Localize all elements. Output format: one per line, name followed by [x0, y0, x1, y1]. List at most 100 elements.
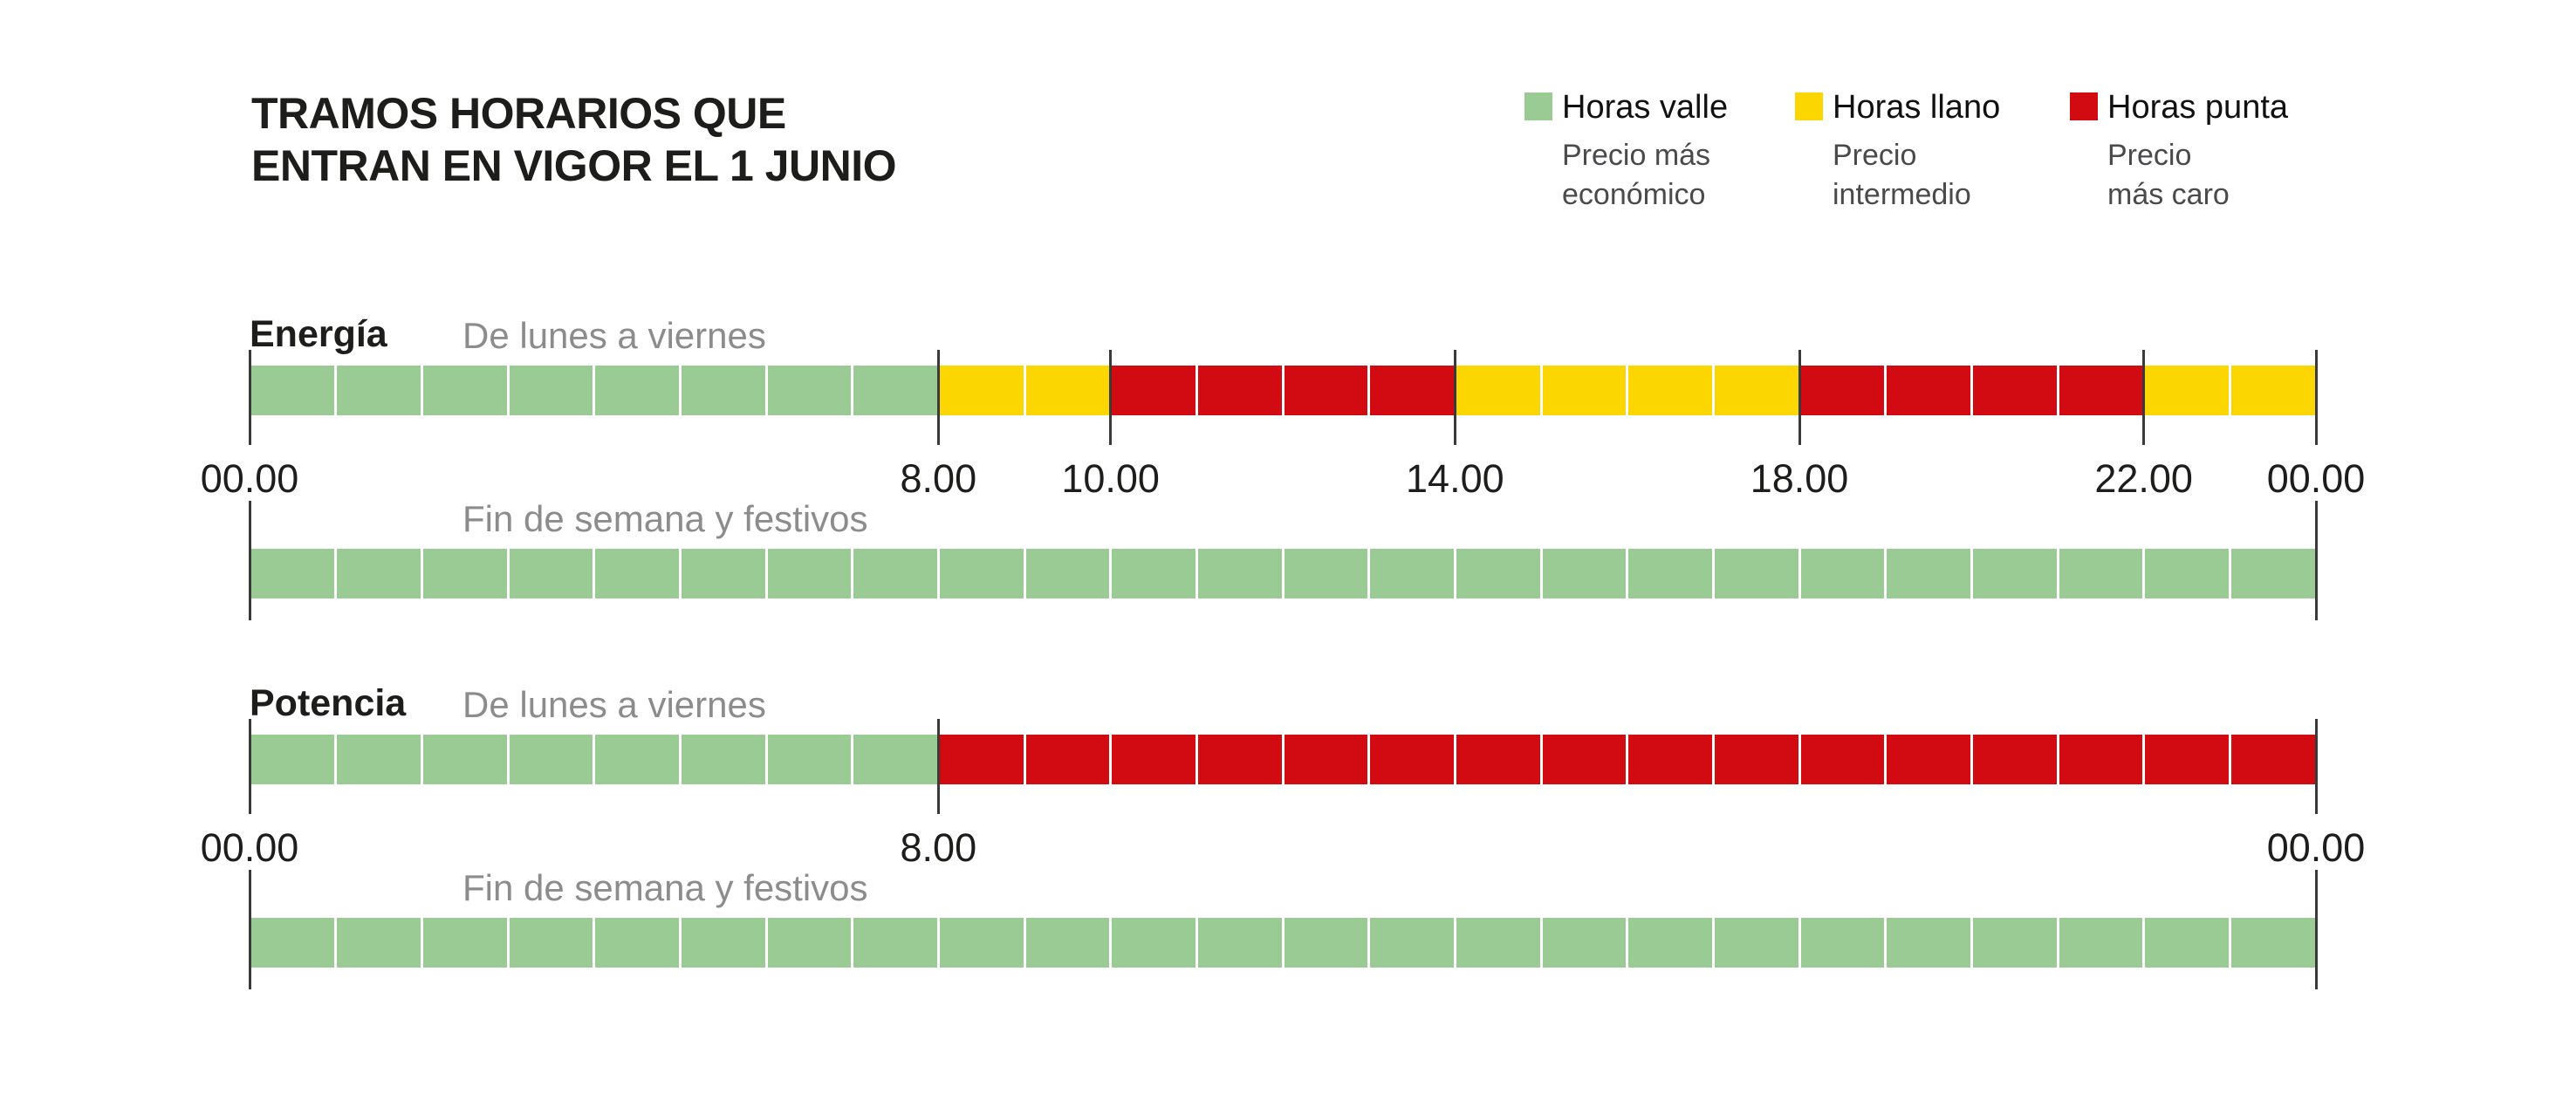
hour-separator — [2228, 366, 2231, 415]
hour-separator — [1453, 735, 1456, 784]
hour-separator — [1711, 366, 1715, 415]
hour-separator — [1281, 918, 1285, 968]
hour-separator — [420, 918, 423, 968]
hour-separator — [936, 549, 940, 599]
axis-tick — [2314, 350, 2318, 445]
hour-separator — [1711, 735, 1715, 784]
hour-separator — [1195, 918, 1198, 968]
hour-separator — [1453, 549, 1456, 599]
hour-separator — [1970, 735, 1973, 784]
hour-separator — [593, 549, 596, 599]
hour-separator — [593, 918, 596, 968]
axis-tick — [1109, 350, 1113, 445]
hour-separator — [420, 735, 423, 784]
hour-separator — [851, 735, 854, 784]
legend-desc-line: económico — [1562, 178, 1706, 211]
hour-separator — [1195, 735, 1198, 784]
hour-separator — [1023, 366, 1026, 415]
hour-separator — [593, 735, 596, 784]
hour-separator — [678, 549, 682, 599]
hour-separator — [764, 366, 768, 415]
axis-tick — [248, 719, 251, 814]
hour-separator — [1970, 366, 1973, 415]
hour-separator — [2228, 549, 2231, 599]
hour-separator — [1109, 918, 1113, 968]
hour-separator — [678, 735, 682, 784]
legend-label-valle: Horas valle — [1562, 89, 1729, 126]
hour-separator — [334, 549, 338, 599]
hour-separator — [1711, 918, 1715, 968]
hour-separator — [2228, 918, 2231, 968]
hour-separator — [1109, 549, 1113, 599]
legend-desc-line: Precio — [2107, 139, 2192, 172]
hour-separator — [506, 549, 510, 599]
section-name-potencia: Potencia — [250, 682, 407, 724]
axis-label: 00.00 — [2266, 825, 2366, 870]
axis-label: 8.00 — [900, 456, 977, 501]
hour-separator — [1884, 735, 1887, 784]
legend-desc-line: intermedio — [1833, 178, 1971, 211]
hour-separator — [1798, 918, 1801, 968]
chart-title-line1: TRAMOS HORARIOS QUE — [251, 89, 786, 138]
hour-separator — [1109, 735, 1113, 784]
axis-tick — [936, 350, 940, 445]
hour-separator — [1626, 366, 1629, 415]
bar-potencia-weekdays — [250, 735, 2316, 784]
hour-separator — [1023, 918, 1026, 968]
hour-separator — [851, 549, 854, 599]
section-name-energa: Energía — [250, 313, 387, 355]
hour-separator — [1367, 735, 1371, 784]
hour-separator — [1367, 366, 1371, 415]
hour-separator — [420, 549, 423, 599]
legend-desc-line: más caro — [2107, 178, 2230, 211]
axis-tick — [248, 870, 251, 989]
hour-separator — [1626, 735, 1629, 784]
hour-separator — [334, 366, 338, 415]
hour-separator — [678, 366, 682, 415]
hour-separator — [1367, 549, 1371, 599]
hour-separator — [506, 918, 510, 968]
axis-tick — [2314, 501, 2318, 620]
axis-label: 8.00 — [900, 825, 977, 870]
row-label-energa-weekend: Fin de semana y festivos — [462, 498, 868, 539]
hour-separator — [2056, 918, 2059, 968]
legend-swatch-llano-icon — [1795, 92, 1823, 120]
legend-desc-line: Precio más — [1562, 139, 1711, 172]
axis-label: 00.00 — [200, 456, 299, 501]
axis-tick — [936, 719, 940, 814]
hour-separator — [1884, 549, 1887, 599]
hour-separator — [1023, 735, 1026, 784]
axis-tick — [2314, 719, 2318, 814]
axis-label: 00.00 — [200, 825, 299, 870]
hour-separator — [1281, 366, 1285, 415]
hour-separator — [1281, 735, 1285, 784]
bar-energa-weekdays — [250, 366, 2316, 415]
hour-separator — [1367, 918, 1371, 968]
hour-separator — [851, 918, 854, 968]
axis-label: 10.00 — [1061, 456, 1160, 501]
axis-label: 18.00 — [1750, 456, 1849, 501]
hour-separator — [2142, 735, 2146, 784]
legend-desc-llano: Precio intermedio — [1833, 136, 1971, 215]
hour-separator — [764, 918, 768, 968]
hour-separator — [1626, 918, 1629, 968]
hour-separator — [593, 366, 596, 415]
hour-separator — [334, 918, 338, 968]
hour-separator — [678, 918, 682, 968]
hour-separator — [334, 735, 338, 784]
hour-separator — [1884, 918, 1887, 968]
hour-separator — [1711, 549, 1715, 599]
hour-separator — [1539, 735, 1543, 784]
hour-separator — [1453, 918, 1456, 968]
hour-separator — [1798, 549, 1801, 599]
hour-separator — [1195, 366, 1198, 415]
hour-separator — [851, 366, 854, 415]
hour-separator — [1195, 549, 1198, 599]
hour-separator — [2142, 549, 2146, 599]
hour-separator — [1023, 549, 1026, 599]
hour-separator — [764, 549, 768, 599]
axis-tick — [1798, 350, 1801, 445]
legend-desc-valle: Precio más económico — [1562, 136, 1710, 215]
hour-separator — [2228, 735, 2231, 784]
